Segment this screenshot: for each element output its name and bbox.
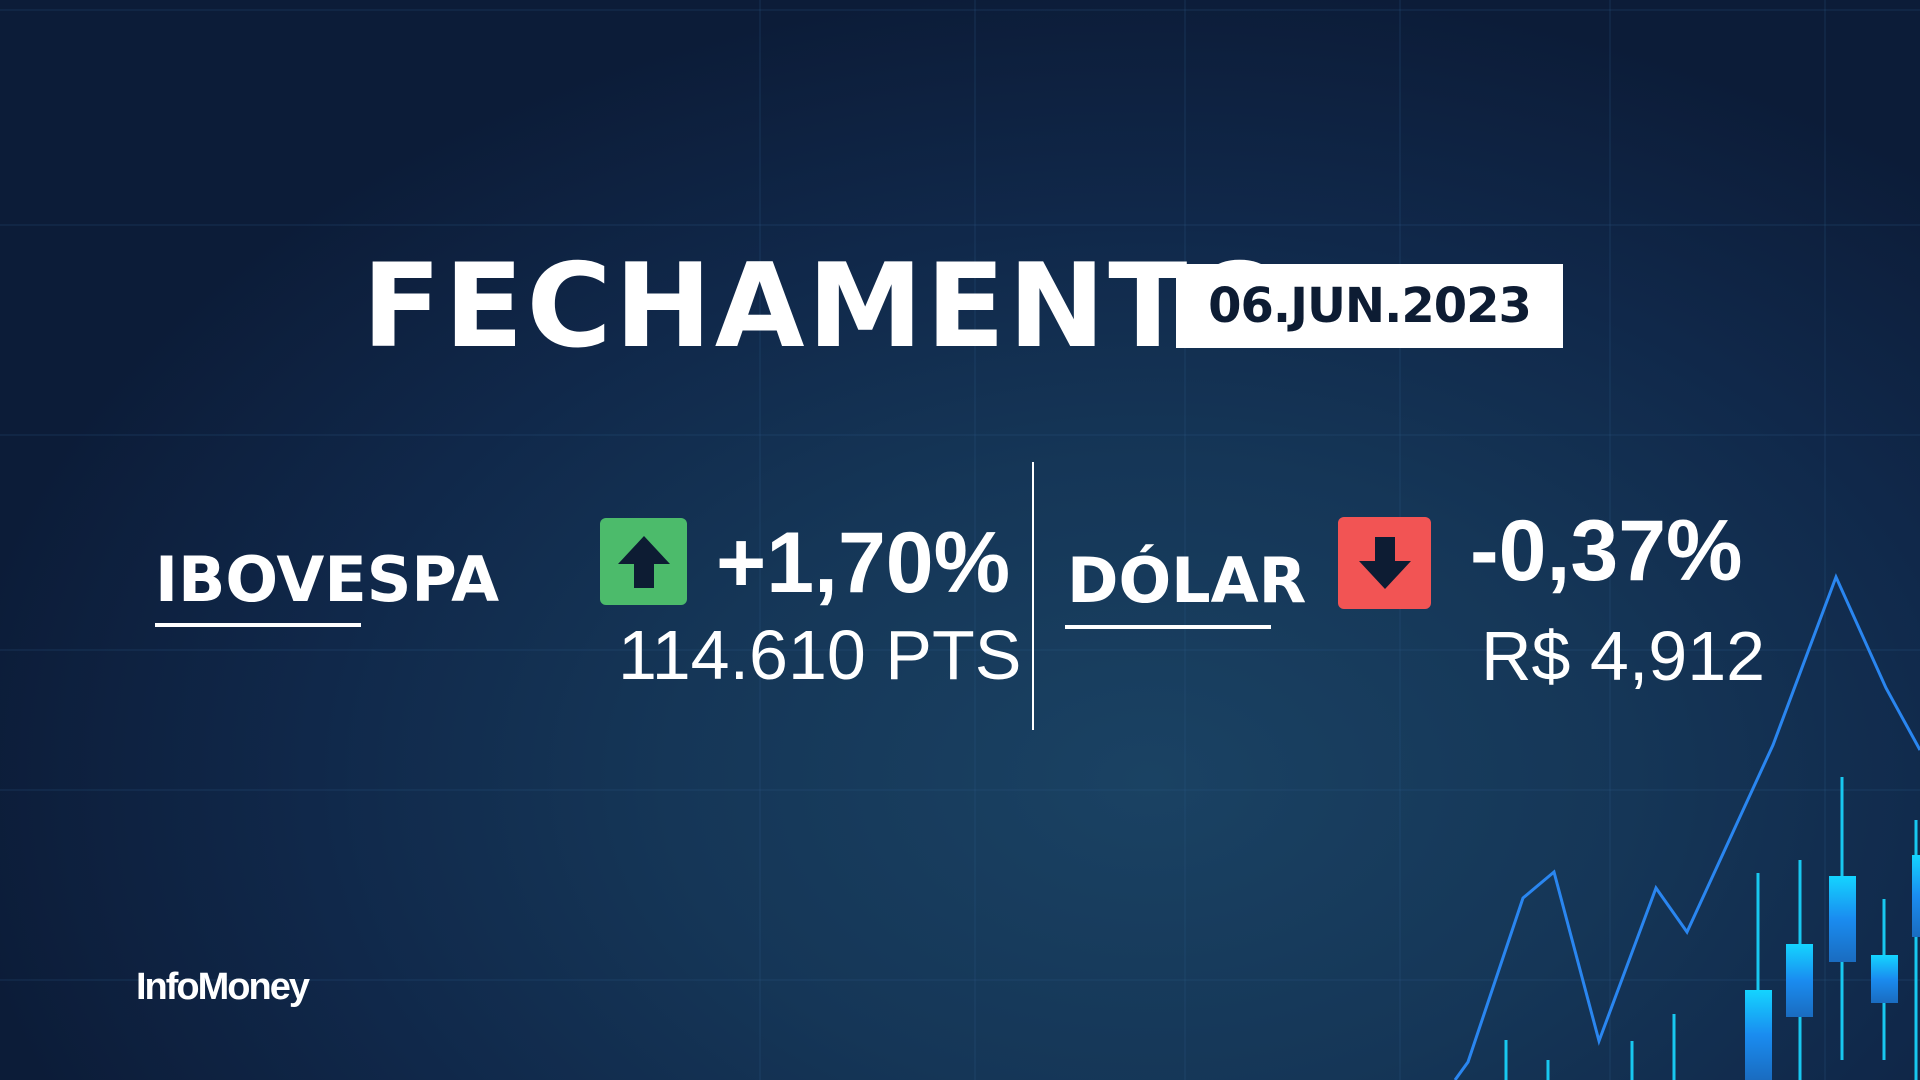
- date-badge: 06.JUN.2023: [1176, 264, 1563, 348]
- dolar-change: -0,37%: [1470, 503, 1743, 599]
- arrow-down-icon: [1358, 537, 1411, 589]
- ibovespa-value: 114.610 PTS: [618, 616, 1022, 694]
- ibovespa-label: IBOVESPA: [155, 543, 500, 616]
- arrow-up-icon: [617, 535, 670, 588]
- up-indicator: [600, 518, 687, 605]
- candle-body: [1786, 944, 1813, 1017]
- divider: [1032, 462, 1034, 730]
- candle-body: [1829, 876, 1856, 962]
- candle-body: [1871, 955, 1898, 1003]
- ibovespa-change: +1,70%: [716, 515, 1011, 611]
- dolar-underline: [1065, 625, 1271, 629]
- candle-body: [1745, 990, 1772, 1080]
- chart-line: [1453, 573, 1920, 1080]
- dolar-label: DÓLAR: [1067, 544, 1307, 617]
- page-title: FECHAMENTO: [362, 239, 1292, 374]
- infomoney-logo: InfoMoney: [136, 966, 310, 1008]
- dolar-value: R$ 4,912: [1481, 617, 1766, 695]
- ibovespa-underline: [155, 623, 361, 627]
- date-text: 06.JUN.2023: [1208, 278, 1532, 334]
- down-indicator: [1338, 517, 1431, 609]
- candle-body: [1912, 855, 1920, 937]
